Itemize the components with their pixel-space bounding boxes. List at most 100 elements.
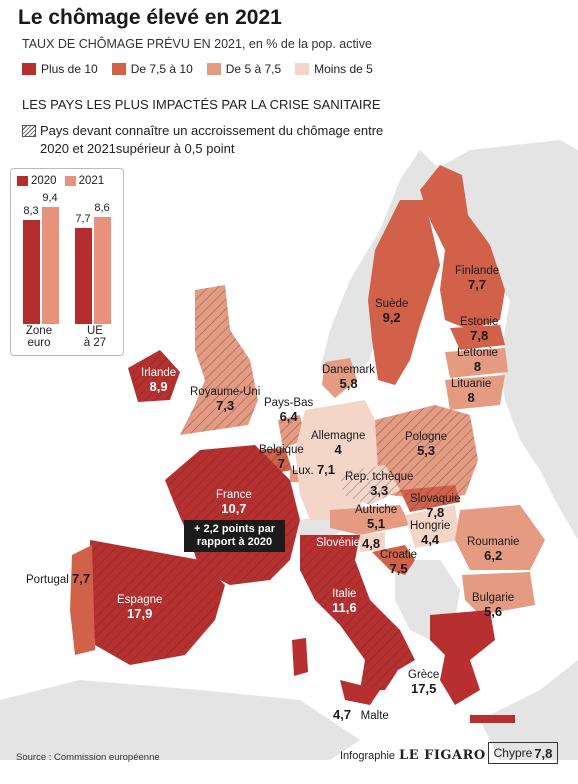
country-value: 7,8 [534,745,553,761]
sweden-shape [368,200,440,385]
lithuania-shape [445,375,505,410]
country-value: 7,5 [389,561,408,576]
latvia-shape [445,348,508,378]
romania-shape [455,505,545,570]
non-eu-land-south [0,680,360,760]
label-france: France 10,7 [216,489,252,515]
bar-2020-1 [75,227,92,324]
country-name: Rep. tchèque [345,471,414,483]
label-estonie: Estonie 7,8 [460,316,498,342]
legend-label: Plus de 10 [41,62,98,76]
country-value: 8 [473,359,482,374]
section-title: LES PAYS LES PLUS IMPACTÉS PAR LA CRISE … [22,97,381,112]
bar-category-zone-euro: Zone euro [19,325,59,349]
bulgaria-shape [462,572,535,615]
croatia-shape [372,545,415,575]
legend-item-c75: De 7,5 à 10 [111,62,193,76]
bar-category-ue27: UE à 27 [75,325,115,349]
label-slovenie-value: 4,8 [362,537,380,550]
color-legend: Plus de 10 De 7,5 à 10 De 5 à 7,5 Moins … [22,62,373,76]
legend-item-c5: De 5 à 7,5 [206,62,281,76]
legend-label: De 7,5 à 10 [130,62,193,76]
label-bulgarie: Bulgarie 5,6 [472,592,514,618]
country-name: Hongrie [410,520,451,532]
legend-item-c0: Moins de 5 [295,62,373,76]
label-italie: Italie 11,6 [332,588,357,614]
label-autriche: Autriche 5,1 [355,504,397,530]
bar-2020-0 [23,220,40,324]
sardinia-shape [292,638,308,676]
slovakia-hatch [400,485,460,512]
label-finlande: Finlande 7,7 [455,265,499,291]
france-callout: + 2,2 points par rapport à 2020 [184,520,285,552]
label-espagne: Espagne 17,9 [117,594,162,620]
country-name: Roumanie [467,536,520,548]
crete-shape [470,715,515,723]
hatch-swatch [22,125,36,137]
page-title: Le chômage élevé en 2021 [18,6,282,29]
country-value: 9,2 [382,310,401,325]
ireland-hatch [128,350,180,402]
legend-swatch [206,63,221,75]
estonia-shape [450,325,505,350]
country-value: 7,1 [316,462,336,477]
country-name: Bulgarie [472,592,515,604]
country-name: Finlande [455,265,500,277]
country-value: 6,2 [484,548,503,563]
non-eu-land [400,140,578,760]
legend-item-c10: Plus de 10 [22,62,98,76]
label-allemagne: Allemagne 4 [311,430,365,456]
legend-label: Moins de 5 [314,62,373,76]
country-value: 17,9 [127,606,153,621]
country-value: 5,8 [339,376,358,391]
country-name: Lux. [292,465,314,477]
spain-hatch [90,540,225,665]
country-name: Pologne [405,431,448,443]
country-value: 5,6 [484,604,503,619]
country-name: Estonie [460,316,499,328]
country-name: Croatie [380,549,418,561]
country-name: Grèce [408,669,440,681]
country-name: Chypre [493,746,533,760]
label-belgique: Belgique 7 [259,444,304,470]
country-name: Belgique [259,444,304,456]
country-name: Autriche [355,504,398,516]
czech-hatch [340,465,400,505]
subtitle-caps: TAUX DE CHÔMAGE PRÉVU EN 2021 [22,37,242,51]
subtitle-rest: , en % de la pop. active [241,37,372,51]
country-value: 8,9 [149,379,168,394]
label-pologne: Pologne 5,3 [405,431,447,457]
label-roumanie: Roumanie 6,2 [467,536,519,562]
country-value: 7 [277,456,285,471]
bar-value-label: 8,6 [94,201,110,214]
country-name: Pays-Bas [264,397,314,409]
country-value: 17,5 [411,681,437,696]
country-value: 7,8 [426,505,445,520]
bar-2021-1 [94,216,111,324]
country-value: 4,7 [333,707,352,722]
country-value: 7,7 [72,571,91,586]
country-name: Malte [360,710,389,722]
label-lux: Lux. 7,1 [292,463,335,478]
label-portugal: Portugal 7,7 [26,572,90,587]
country-value: 10,7 [221,501,247,516]
country-value: 6,4 [279,409,298,424]
country-name: Suède [375,298,409,310]
country-name: Slovénie [316,537,361,549]
label-croatie: Croatie 7,5 [380,549,417,575]
austria-shape [330,505,410,535]
label-royaume-uni: Royaume-Uni 7,3 [190,386,260,412]
legend-swatch [295,63,310,75]
bar-value-label: 9,4 [42,191,58,204]
country-name: Irlande [141,367,177,379]
label-rep-tcheque: Rep. tchèque 3,3 [345,471,413,497]
bar-legend-label: 2021 [78,175,105,187]
bar-category-line: Zone [25,325,53,337]
label-malte: 4,7 Malte [333,708,389,723]
greece-shape [430,610,495,705]
bar-category-line: euro [27,337,51,349]
poland-hatch [375,405,478,500]
bar-legend-label: 2020 [31,175,57,187]
country-value: 7,3 [216,398,235,413]
